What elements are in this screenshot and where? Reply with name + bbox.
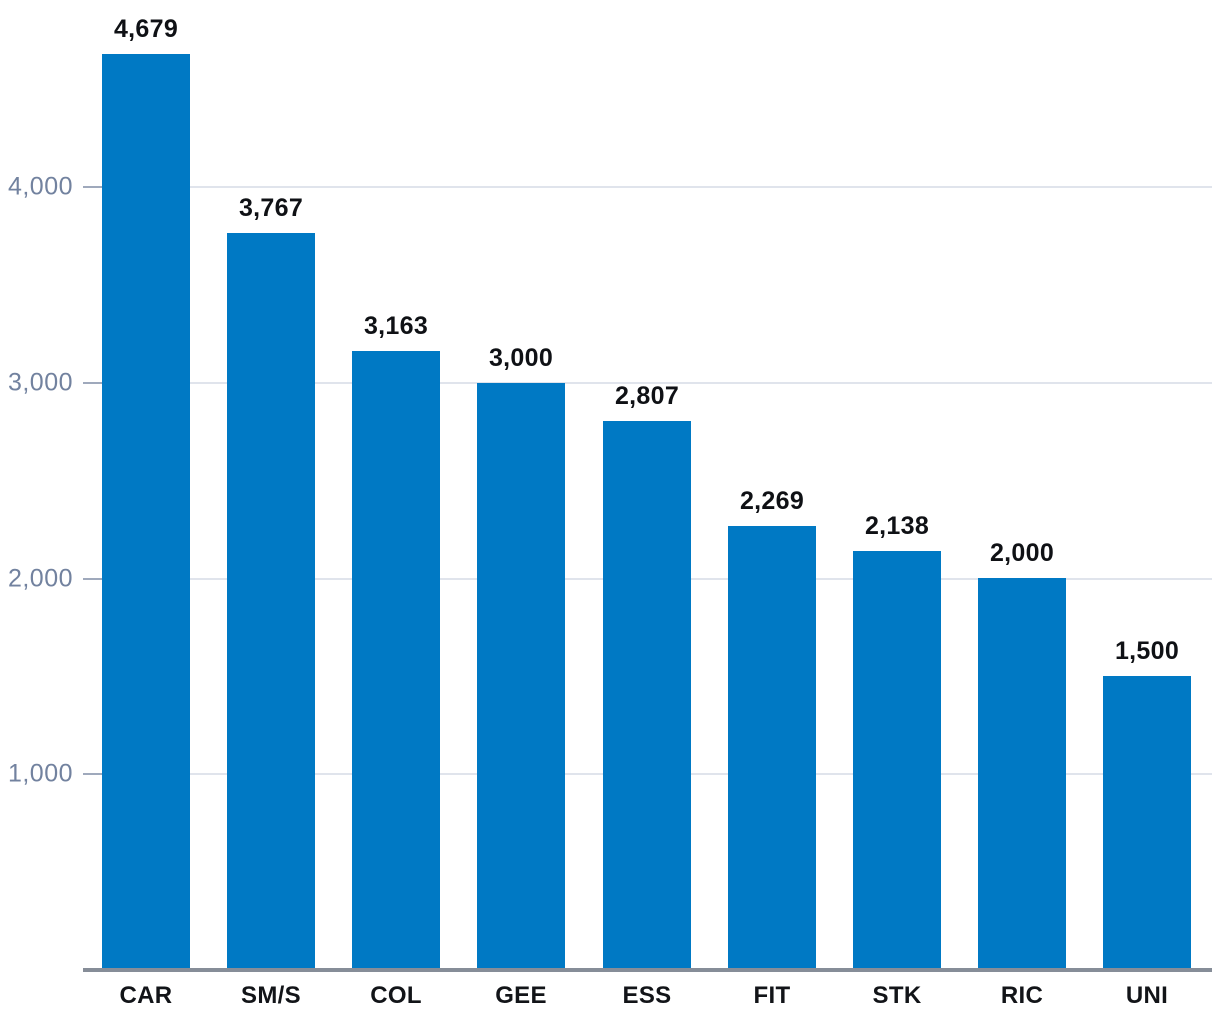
- x-axis-line: [83, 968, 1212, 972]
- bar-value-label: 3,163: [363, 312, 429, 340]
- bar-value-label: 2,138: [864, 512, 930, 540]
- gridline: [83, 382, 1212, 384]
- bar-SM/S: [227, 233, 315, 970]
- bar-value-label: 3,000: [488, 344, 554, 372]
- x-axis-label-UNI: UNI: [1125, 982, 1169, 1009]
- x-axis-label-COL: COL: [370, 982, 422, 1009]
- bar-COL: [352, 351, 440, 970]
- x-axis-label-RIC: RIC: [1000, 982, 1044, 1009]
- bar-value-label: 2,269: [739, 487, 805, 515]
- gridline: [83, 186, 1212, 188]
- y-axis-tick-label: 2,000: [7, 564, 73, 593]
- bar-value-label: 2,000: [989, 539, 1055, 567]
- y-axis-tick: [83, 773, 103, 775]
- bar-value-label: 2,807: [614, 382, 680, 410]
- y-axis-tick: [83, 186, 103, 188]
- y-axis-tick-label: 1,000: [7, 759, 73, 788]
- y-axis-tick-label: 4,000: [7, 172, 73, 201]
- y-axis-tick-label: 3,000: [7, 368, 73, 397]
- bar-UNI: [1103, 676, 1191, 970]
- bar-ESS: [603, 421, 691, 970]
- bar-GEE: [477, 383, 565, 970]
- x-axis-label-ESS: ESS: [622, 982, 672, 1009]
- x-axis-label-GEE: GEE: [495, 982, 547, 1009]
- x-axis-label-CAR: CAR: [119, 982, 173, 1009]
- bar-STK: [853, 551, 941, 970]
- bar-value-label: 3,767: [238, 194, 304, 222]
- bar-RIC: [978, 578, 1066, 970]
- bar-CAR: [102, 54, 190, 970]
- y-axis-tick: [83, 578, 103, 580]
- bar-FIT: [728, 526, 816, 970]
- y-axis-tick: [83, 382, 103, 384]
- bar-value-label: 1,500: [1114, 637, 1180, 665]
- bar-value-label: 4,679: [113, 15, 179, 43]
- x-axis-label-SM/S: SM/S: [241, 982, 301, 1009]
- x-axis-label-STK: STK: [872, 982, 922, 1009]
- x-axis-label-FIT: FIT: [753, 982, 791, 1009]
